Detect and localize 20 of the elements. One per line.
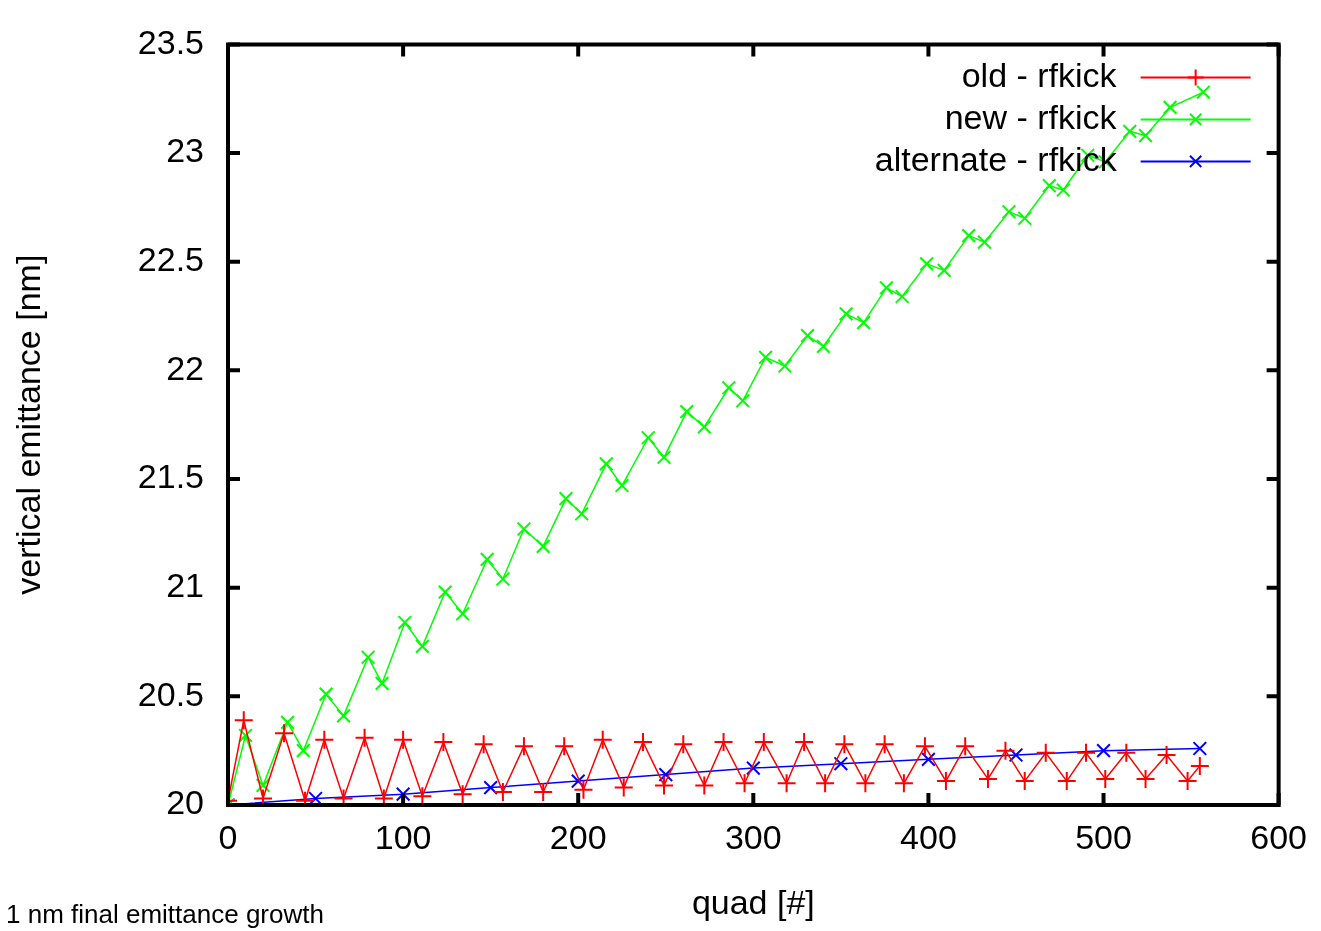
y-tick-label: 20.5 <box>137 674 204 713</box>
x-tick-label: 500 <box>1075 817 1132 856</box>
x-tick-label: 400 <box>900 817 957 856</box>
y-tick-label: 22 <box>166 348 204 387</box>
x-tick-label: 200 <box>549 817 607 856</box>
legend-label: new - rfkick <box>944 97 1118 136</box>
x-tick-label: 600 <box>1250 817 1307 856</box>
y-tick-label: 21 <box>166 566 204 605</box>
x-tick-label: 0 <box>218 817 238 856</box>
y-tick-label: 23 <box>166 131 204 170</box>
y-axis-title: vertical emittance [nm] <box>8 254 47 595</box>
y-tick-label: 21.5 <box>137 457 204 496</box>
x-tick-label: 300 <box>724 817 782 856</box>
text: 1 nm final emittance growth <box>6 899 324 930</box>
legend-label: old - rfkick <box>961 55 1118 94</box>
y-tick-label: 23.5 <box>137 22 204 61</box>
x-axis-title: quad [#] <box>691 882 815 921</box>
x-tick-label: 100 <box>374 817 432 856</box>
y-tick-label: 22.5 <box>137 240 204 279</box>
y-tick-label: 20 <box>166 783 204 822</box>
